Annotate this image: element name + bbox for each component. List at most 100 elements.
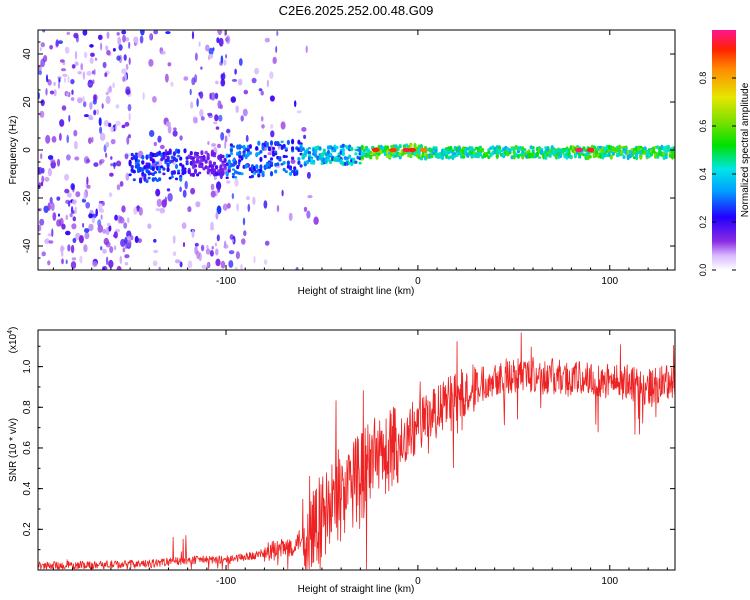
spectrogram-signal-cell — [656, 154, 660, 159]
spectrogram-noise-cell — [56, 219, 62, 227]
spectrogram-noise-cell — [85, 158, 91, 164]
spectrogram-noise-cell — [240, 115, 244, 122]
spectrogram-noise-cell — [64, 188, 70, 194]
spectrogram-signal-cell — [136, 162, 141, 168]
spectrogram-signal-cell — [200, 150, 204, 156]
spectrogram-noise-cell — [93, 109, 97, 116]
spectrogram-signal-cell — [193, 164, 198, 168]
spectrogram-signal-cell — [341, 150, 345, 156]
spectrogram-noise-cell — [41, 175, 45, 183]
snr-y-tick-label: 0.4 — [22, 481, 33, 495]
spectrogram-signal-cell — [139, 179, 143, 184]
spectrogram-signal-cell — [145, 179, 149, 184]
spectrogram-noise-cell — [196, 250, 200, 260]
spectrogram-noise-cell — [112, 162, 117, 167]
spectrogram-signal-cell — [295, 170, 299, 176]
spectrogram-signal-cell — [630, 150, 635, 156]
spectrogram-noise-cell — [200, 66, 203, 70]
spectrogram-noise-cell — [125, 86, 131, 95]
spectrogram-signal-cell — [225, 176, 229, 179]
spectrogram-noise-cell — [124, 262, 129, 266]
spectrogram-noise-cell — [172, 130, 178, 137]
spectrogram-noise-cell — [281, 189, 284, 197]
spectrogram-noise-cell — [217, 30, 223, 36]
spectrogram-signal-cell — [170, 159, 174, 163]
spectrogram-noise-cell — [97, 224, 104, 233]
spectrogram-signal-cell — [170, 175, 174, 179]
spectrogram-signal-cell — [174, 158, 179, 163]
spectrogram-noise-cell — [100, 246, 103, 251]
spectrogram-noise-cell — [71, 257, 77, 261]
spectrogram-signal-cell — [303, 162, 307, 167]
spectrogram-signal-cell — [191, 158, 195, 165]
spectrogram-signal-cell — [248, 144, 252, 149]
spectrogram-signal-cell — [139, 166, 143, 172]
spectrogram-x-tick-label: -100 — [216, 276, 236, 287]
spectrogram-noise-cell — [38, 186, 41, 189]
spectrogram-signal-cell — [162, 172, 166, 176]
spectrogram-noise-cell — [305, 45, 308, 54]
spectrogram-noise-cell — [83, 51, 88, 59]
spectrogram-noise-cell — [70, 261, 77, 269]
spectrogram-noise-cell — [210, 190, 216, 198]
spectrogram-signal-cell — [622, 155, 626, 159]
spectrogram-noise-cell — [205, 248, 211, 255]
spectrogram-y-tick-label: 20 — [22, 96, 33, 108]
spectrogram-signal-cell — [179, 156, 183, 161]
spectrogram-noise-cell — [217, 143, 221, 149]
spectrogram-peak-cell — [586, 147, 595, 153]
spectrogram-noise-cell — [230, 96, 236, 103]
spectrogram-signal-cell — [141, 155, 145, 160]
spectrogram-peak-cell — [389, 147, 397, 153]
spectrogram-signal-cell — [312, 159, 316, 163]
spectrogram-noise-cell — [220, 55, 224, 64]
spectrogram-noise-cell — [167, 125, 172, 134]
figure-title: C2E6.2025.252.00.48.G09 — [279, 3, 434, 18]
spectrogram-noise-cell — [102, 201, 105, 206]
spectrogram-noise-cell — [149, 33, 152, 41]
spectrogram-signal-cell — [236, 165, 240, 170]
spectrogram-noise-cell — [120, 238, 126, 247]
spectrogram-signal-cell — [274, 169, 278, 174]
spectrogram-noise-cell — [113, 245, 117, 251]
spectrogram-noise-cell — [116, 32, 120, 36]
spectrogram-signal-cell — [329, 153, 333, 157]
spectrogram-noise-cell — [127, 217, 130, 224]
spectrogram-noise-cell — [214, 114, 219, 122]
spectrogram-noise-cell — [66, 134, 69, 144]
spectrogram-signal-cell — [269, 140, 274, 146]
spectrogram-noise-cell — [109, 85, 112, 93]
spectrogram-x-tick-label: 0 — [415, 276, 421, 287]
spectrogram-signal-cell — [215, 165, 219, 170]
spectrogram-noise-cell — [41, 251, 46, 257]
spectrogram-noise-cell — [234, 68, 237, 75]
spectrogram-noise-cell — [152, 96, 157, 103]
spectrogram-noise-cell — [72, 210, 75, 215]
spectrogram-noise-cell — [254, 67, 260, 75]
colorbar-gradient — [712, 30, 736, 270]
spectrogram-noise-cell — [134, 235, 139, 244]
spectrogram-signal-cell — [128, 159, 132, 165]
spectrogram-noise-cell — [167, 193, 173, 202]
spectrogram-noise-cell — [77, 71, 82, 75]
spectrogram-signal-cell — [354, 160, 358, 164]
spectrogram-noise-cell — [60, 246, 65, 251]
spectrogram-noise-cell — [182, 189, 187, 198]
spectrogram-noise-cell — [53, 81, 56, 86]
spectrogram-signal-cell — [267, 146, 271, 152]
spectrogram-signal-cell — [288, 165, 293, 168]
spectrogram-signal-cell — [417, 150, 421, 156]
spectrogram-noise-cell — [47, 233, 52, 237]
spectrogram-signal-cell — [278, 143, 282, 147]
spectrogram-noise-cell — [261, 124, 265, 129]
spectrogram-signal-cell — [136, 159, 141, 163]
spectrogram-signal-cell — [183, 167, 187, 171]
spectrogram-noise-cell — [118, 44, 123, 51]
spectrogram-noise-cell — [74, 50, 78, 60]
spectrogram-noise-cell — [128, 134, 131, 139]
spectrogram-signal-cell — [153, 177, 157, 180]
snr-x-tick-label: -100 — [216, 576, 236, 587]
snr-x-tick-label: 0 — [415, 576, 421, 587]
spectrogram-signal-cell — [476, 154, 480, 158]
snr-multiplier-suffix: ) — [8, 327, 19, 330]
